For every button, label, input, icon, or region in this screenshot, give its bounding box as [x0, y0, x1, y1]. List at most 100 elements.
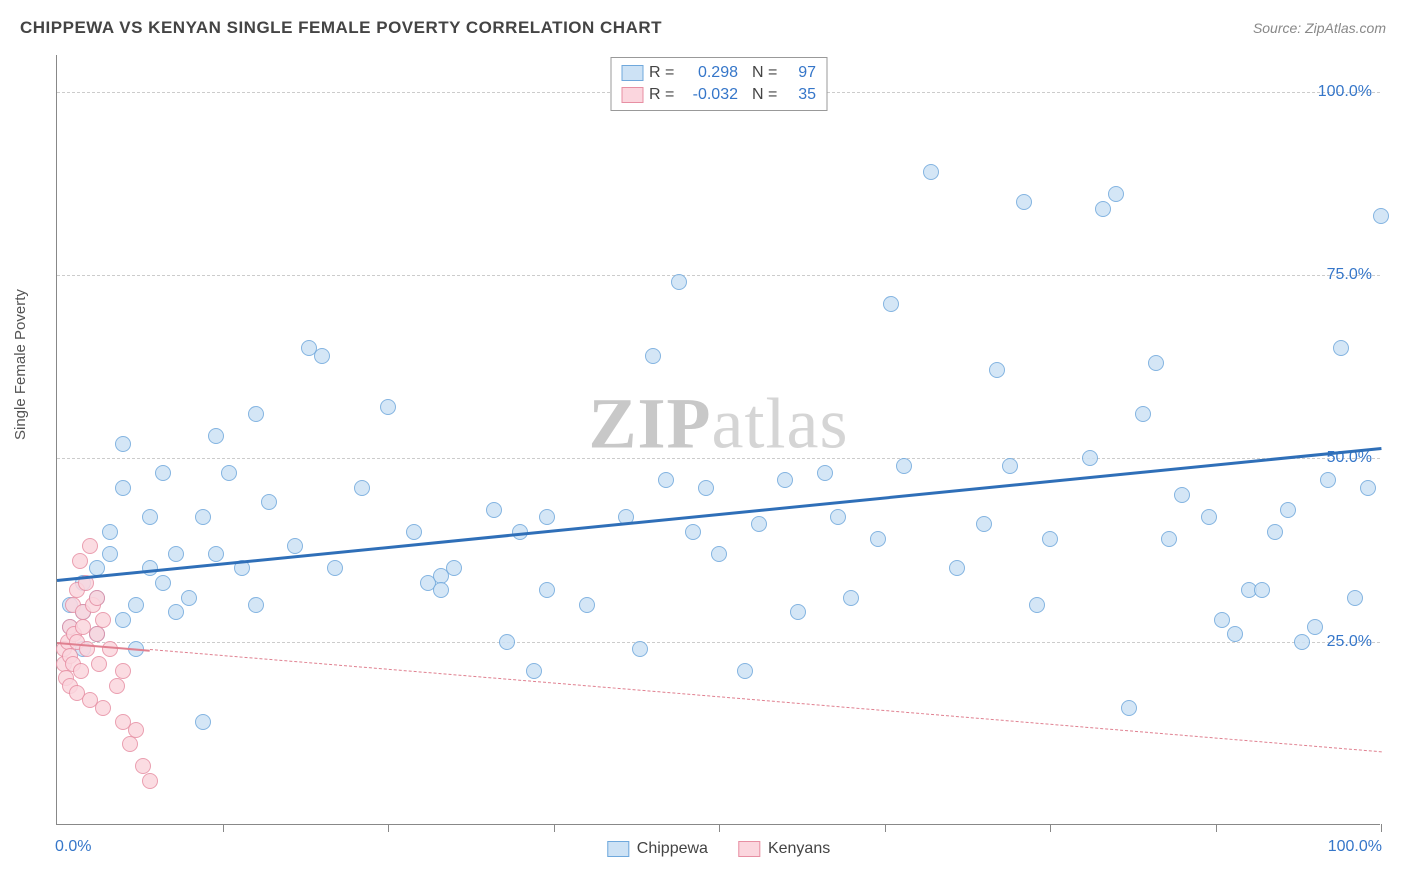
- scatter-point: [195, 714, 211, 730]
- legend-r-label: R =: [649, 64, 677, 82]
- scatter-point: [1307, 619, 1323, 635]
- scatter-point: [115, 480, 131, 496]
- scatter-point: [817, 465, 833, 481]
- scatter-point: [89, 626, 105, 642]
- scatter-point: [1320, 472, 1336, 488]
- scatter-point: [923, 164, 939, 180]
- chart-source: Source: ZipAtlas.com: [1253, 20, 1386, 36]
- scatter-point: [248, 406, 264, 422]
- scatter-point: [1121, 700, 1137, 716]
- scatter-point: [870, 531, 886, 547]
- scatter-point: [1135, 406, 1151, 422]
- scatter-point: [155, 575, 171, 591]
- scatter-point: [91, 656, 107, 672]
- x-tick: [1381, 824, 1382, 832]
- legend-n-label: N =: [752, 86, 780, 104]
- x-tick: [1216, 824, 1217, 832]
- scatter-point: [168, 546, 184, 562]
- scatter-point: [658, 472, 674, 488]
- scatter-point: [1095, 201, 1111, 217]
- y-tick-label: 100.0%: [1318, 83, 1372, 101]
- gridline-horizontal: [57, 642, 1380, 643]
- scatter-point: [261, 494, 277, 510]
- y-tick-label: 75.0%: [1327, 266, 1372, 284]
- scatter-point: [102, 641, 118, 657]
- scatter-point: [82, 538, 98, 554]
- scatter-point: [737, 663, 753, 679]
- scatter-point: [1347, 590, 1363, 606]
- chart-title: CHIPPEWA VS KENYAN SINGLE FEMALE POVERTY…: [20, 18, 662, 38]
- scatter-point: [1161, 531, 1177, 547]
- legend-r-value: -0.032: [683, 86, 738, 104]
- scatter-point: [883, 296, 899, 312]
- x-tick: [719, 824, 720, 832]
- gridline-horizontal: [57, 458, 1380, 459]
- legend-correlation: R =0.298N =97R = -0.032 N = 35: [610, 57, 827, 111]
- scatter-point: [248, 597, 264, 613]
- scatter-point: [645, 348, 661, 364]
- scatter-point: [122, 736, 138, 752]
- scatter-point: [539, 509, 555, 525]
- scatter-point: [1002, 458, 1018, 474]
- scatter-point: [579, 597, 595, 613]
- scatter-point: [221, 465, 237, 481]
- scatter-point: [102, 546, 118, 562]
- scatter-point: [168, 604, 184, 620]
- legend-correlation-row: R =0.298N =97: [621, 62, 816, 84]
- scatter-point: [155, 465, 171, 481]
- scatter-point: [1016, 194, 1032, 210]
- scatter-point: [711, 546, 727, 562]
- scatter-point: [1294, 634, 1310, 650]
- scatter-point: [1333, 340, 1349, 356]
- scatter-point: [1029, 597, 1045, 613]
- legend-n-label: N =: [752, 64, 780, 82]
- scatter-point: [208, 428, 224, 444]
- scatter-point: [1148, 355, 1164, 371]
- scatter-point: [128, 597, 144, 613]
- scatter-point: [1373, 208, 1389, 224]
- scatter-point: [1267, 524, 1283, 540]
- scatter-point: [433, 582, 449, 598]
- scatter-point: [896, 458, 912, 474]
- scatter-point: [73, 663, 89, 679]
- x-tick: [223, 824, 224, 832]
- scatter-point: [89, 590, 105, 606]
- gridline-horizontal: [57, 275, 1380, 276]
- legend-swatch: [607, 841, 629, 857]
- scatter-point: [181, 590, 197, 606]
- legend-swatch: [621, 65, 643, 81]
- x-tick: [388, 824, 389, 832]
- scatter-point: [287, 538, 303, 554]
- legend-swatch: [738, 841, 760, 857]
- scatter-point: [115, 663, 131, 679]
- scatter-point: [1227, 626, 1243, 642]
- scatter-point: [526, 663, 542, 679]
- scatter-point: [949, 560, 965, 576]
- scatter-point: [208, 546, 224, 562]
- legend-series-label: Chippewa: [637, 840, 708, 858]
- scatter-point: [380, 399, 396, 415]
- scatter-point: [95, 612, 111, 628]
- x-tick: [1050, 824, 1051, 832]
- scatter-point: [751, 516, 767, 532]
- scatter-point: [406, 524, 422, 540]
- y-tick-label: 25.0%: [1327, 633, 1372, 651]
- x-axis-max-label: 100.0%: [1328, 838, 1382, 856]
- scatter-point: [632, 641, 648, 657]
- scatter-point: [989, 362, 1005, 378]
- scatter-point: [195, 509, 211, 525]
- scatter-point: [685, 524, 701, 540]
- scatter-point: [115, 436, 131, 452]
- scatter-point: [354, 480, 370, 496]
- scatter-point: [72, 553, 88, 569]
- scatter-point: [1082, 450, 1098, 466]
- legend-n-value: 35: [786, 86, 816, 104]
- x-tick: [885, 824, 886, 832]
- scatter-point: [1201, 509, 1217, 525]
- scatter-point: [499, 634, 515, 650]
- watermark: ZIPatlas: [589, 383, 849, 466]
- scatter-point: [1254, 582, 1270, 598]
- scatter-point: [142, 773, 158, 789]
- scatter-point: [1174, 487, 1190, 503]
- scatter-point: [1042, 531, 1058, 547]
